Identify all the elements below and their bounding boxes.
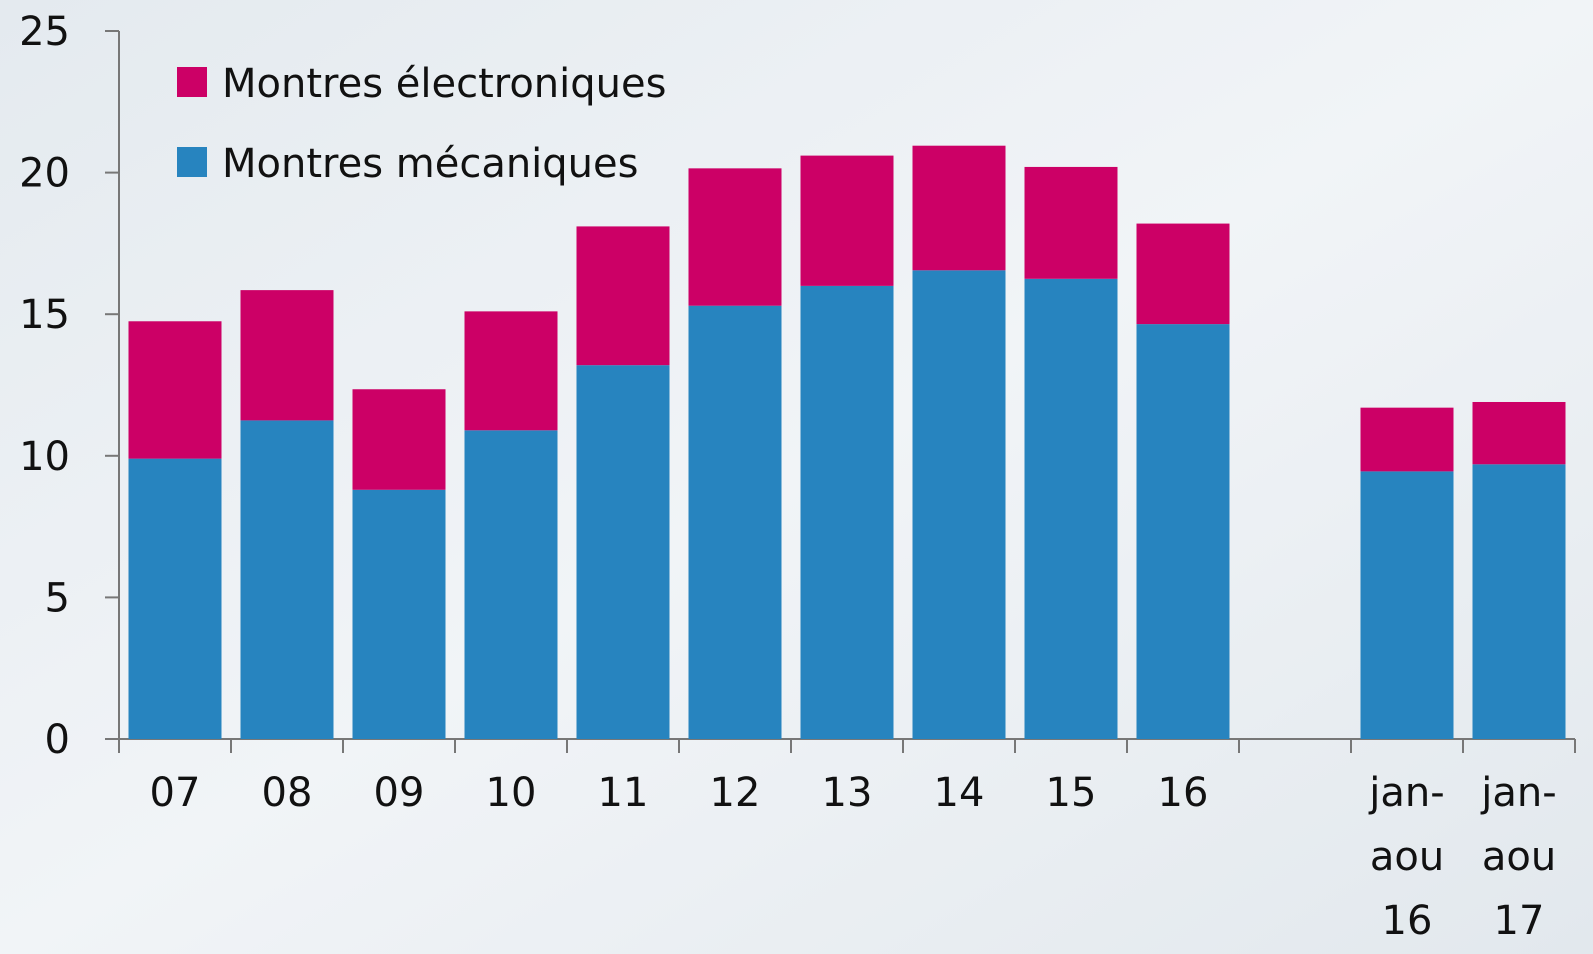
bar-segment bbox=[800, 155, 894, 286]
y-tick-label: 20 bbox=[19, 151, 70, 197]
bar-segment bbox=[464, 311, 558, 431]
x-tick-label: 16 bbox=[1158, 770, 1209, 816]
legend-swatch bbox=[177, 147, 207, 177]
bar-segment bbox=[1360, 407, 1454, 472]
bar-segment bbox=[688, 168, 782, 306]
x-tick-label: 07 bbox=[150, 770, 201, 816]
bar-segment bbox=[128, 458, 222, 739]
x-tick-label: 09 bbox=[374, 770, 425, 816]
x-tick-label: 12 bbox=[710, 770, 761, 816]
bar-segment bbox=[1136, 223, 1230, 325]
bar-segment bbox=[464, 430, 558, 739]
bar-segment bbox=[912, 145, 1006, 271]
bar-segment bbox=[352, 489, 446, 739]
bar-segment bbox=[1472, 464, 1566, 739]
bar-segment bbox=[576, 226, 670, 366]
bar-segment bbox=[688, 305, 782, 739]
x-tick-label: 08 bbox=[262, 770, 313, 816]
y-tick-label: 5 bbox=[45, 575, 70, 621]
legend-label: Montres électroniques bbox=[222, 61, 666, 107]
x-tick-label: jan-aou 17 bbox=[1480, 770, 1556, 944]
x-tick-label: 13 bbox=[822, 770, 873, 816]
bar-segment bbox=[1136, 324, 1230, 739]
x-tick-label: 15 bbox=[1046, 770, 1097, 816]
bar-segment bbox=[1024, 166, 1118, 279]
bar-segment bbox=[800, 285, 894, 739]
bar-segment bbox=[240, 420, 334, 739]
legend-label: Montres mécaniques bbox=[222, 141, 638, 187]
bar-segment bbox=[128, 321, 222, 459]
x-tick-label: 14 bbox=[934, 770, 985, 816]
bar-segment bbox=[576, 365, 670, 739]
y-tick-label: 0 bbox=[45, 717, 70, 763]
y-tick-label: 10 bbox=[19, 434, 70, 480]
bar-segment bbox=[352, 389, 446, 490]
x-tick-label: 11 bbox=[598, 770, 649, 816]
x-tick-label: jan-aou 16 bbox=[1368, 770, 1444, 944]
y-tick-label: 15 bbox=[19, 292, 70, 338]
y-tick-label: 25 bbox=[19, 9, 70, 55]
bar-segment bbox=[1024, 278, 1118, 739]
bar-segment bbox=[1472, 401, 1566, 465]
x-tick-label: 10 bbox=[486, 770, 537, 816]
bar-segment bbox=[912, 270, 1006, 739]
bar-segment bbox=[1360, 471, 1454, 739]
legend-swatch bbox=[177, 67, 207, 97]
bar-segment bbox=[240, 290, 334, 421]
